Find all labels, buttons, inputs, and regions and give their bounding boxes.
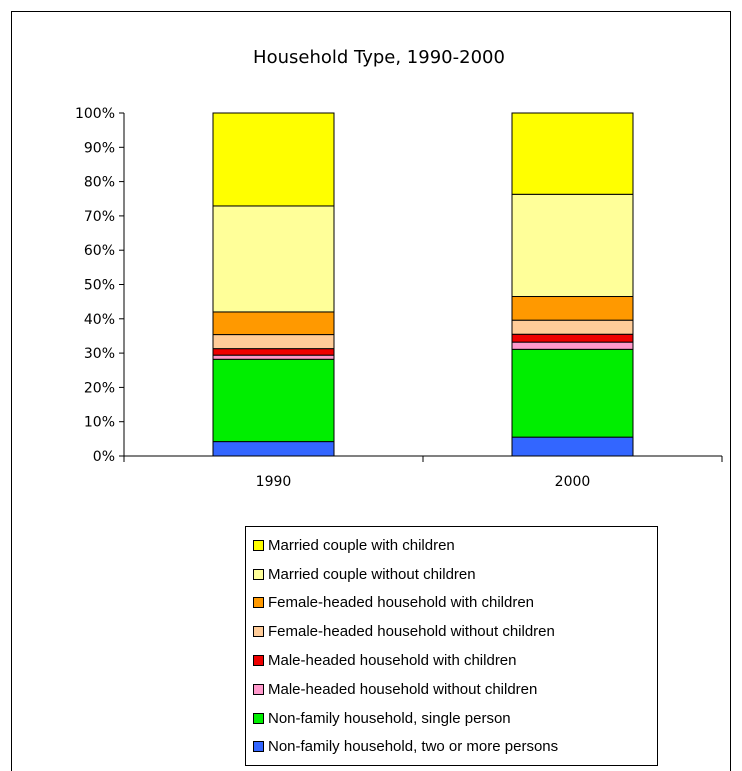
bar-segment <box>212 354 335 360</box>
y-tick-label: 60% <box>84 243 115 259</box>
chart-frame: Household Type, 1990-2000 0% 10% 20% 30% 40%… <box>11 11 731 771</box>
legend-item: Male-headed household without children <box>253 675 657 704</box>
legend-label: Married couple with children <box>268 536 455 554</box>
legend-label: Married couple without children <box>268 565 476 583</box>
legend-item: Female-headed household without children <box>253 617 657 646</box>
legend-swatch <box>253 683 264 695</box>
bar-segment <box>212 358 335 443</box>
bar-segment <box>511 296 634 321</box>
bar-segment <box>511 319 634 335</box>
y-tick-label: 10% <box>84 415 115 431</box>
y-tick-label: 90% <box>84 140 115 156</box>
y-tick-label: 70% <box>84 209 115 225</box>
legend-label: Male-headed household without children <box>268 680 538 698</box>
legend-item: Non-family household, two or more person… <box>253 733 657 762</box>
bar-segment <box>511 193 634 298</box>
y-tick-label: 80% <box>84 175 115 191</box>
legend-swatch <box>253 741 264 753</box>
bar-segment <box>511 112 634 195</box>
legend: Married couple with children Married coup… <box>245 526 658 766</box>
chart-title: Household Type, 1990-2000 <box>253 47 505 68</box>
legend-item: Male-headed household with children <box>253 646 657 675</box>
y-axis: 0% 10% 20% 30% 40% 50% 60% 70% 80% 90% 100% <box>75 106 125 465</box>
legend-item: Married couple without children <box>253 560 657 589</box>
bars <box>212 112 634 457</box>
legend-label: Female-headed household with children <box>268 594 535 612</box>
bar-segment <box>212 311 335 336</box>
y-tick-label: 100% <box>75 106 115 122</box>
legend-item: Married couple with children <box>253 531 657 560</box>
legend-label: Female-headed household without children <box>268 623 555 641</box>
y-tick-label: 30% <box>84 346 115 362</box>
legend-label: Male-headed household with children <box>268 652 517 670</box>
legend-label: Non-family household, single person <box>268 709 511 727</box>
legend-swatch <box>253 626 264 638</box>
bar-segment <box>212 441 335 457</box>
x-axis: 1990 2000 <box>123 455 723 490</box>
y-tick-label: 20% <box>84 380 115 396</box>
legend-swatch <box>253 712 264 724</box>
bar-segment <box>511 348 634 438</box>
legend-item: Non-family household, single person <box>253 704 657 733</box>
x-tick-label: 1990 <box>256 474 292 490</box>
legend-swatch <box>253 539 264 551</box>
bar-segment <box>212 112 335 207</box>
y-tick-label: 0% <box>93 449 115 465</box>
bar-segment <box>511 341 634 350</box>
bar-segment <box>212 334 335 350</box>
bar-segment <box>511 333 634 343</box>
y-tick-label: 40% <box>84 312 115 328</box>
chart-svg: Household Type, 1990-2000 0% 10% 20% 30% 40%… <box>75 47 723 490</box>
legend-swatch <box>253 655 264 667</box>
legend-label: Non-family household, two or more person… <box>268 738 559 756</box>
x-tick-label: 2000 <box>555 474 591 490</box>
y-tick-label: 50% <box>84 278 115 294</box>
bar-segment <box>511 436 634 457</box>
legend-item: Female-headed household with children <box>253 589 657 618</box>
legend-swatch <box>253 597 264 609</box>
bar-segment <box>212 205 335 313</box>
bar-segment <box>212 348 335 356</box>
legend-swatch <box>253 568 264 580</box>
